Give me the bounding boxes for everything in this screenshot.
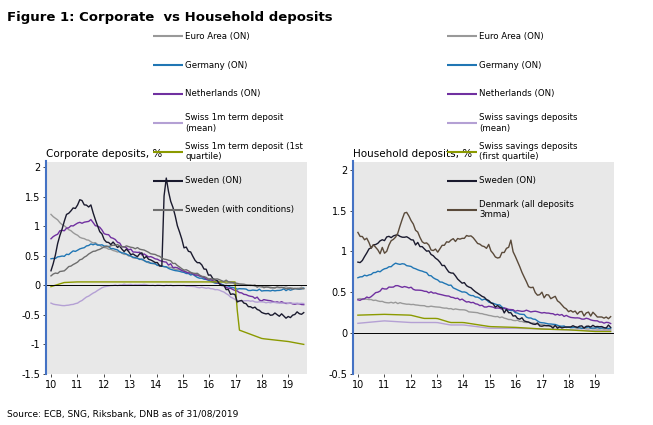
Text: Euro Area (ON): Euro Area (ON) — [479, 31, 544, 41]
Text: Swiss savings deposits
(first quartile): Swiss savings deposits (first quartile) — [479, 142, 578, 162]
Text: Household deposits, %: Household deposits, % — [353, 149, 471, 159]
Text: Swiss savings deposits
(mean): Swiss savings deposits (mean) — [479, 113, 578, 133]
Text: Source: ECB, SNG, Riksbank, DNB as of 31/08/2019: Source: ECB, SNG, Riksbank, DNB as of 31… — [7, 410, 238, 419]
Text: Euro Area (ON): Euro Area (ON) — [185, 31, 250, 41]
Text: Figure 1: Corporate  vs Household deposits: Figure 1: Corporate vs Household deposit… — [7, 11, 332, 24]
Text: Sweden (ON): Sweden (ON) — [479, 176, 536, 185]
Text: Germany (ON): Germany (ON) — [185, 60, 248, 70]
Text: Corporate deposits, %: Corporate deposits, % — [46, 149, 162, 159]
Text: Sweden (ON): Sweden (ON) — [185, 176, 242, 185]
Text: Netherlands (ON): Netherlands (ON) — [479, 89, 554, 99]
Text: Denmark (all deposits
3mma): Denmark (all deposits 3mma) — [479, 200, 574, 219]
Text: Swiss 1m term deposit (1st
quartile): Swiss 1m term deposit (1st quartile) — [185, 142, 304, 162]
Text: Swiss 1m term deposit
(mean): Swiss 1m term deposit (mean) — [185, 113, 284, 133]
Text: Netherlands (ON): Netherlands (ON) — [185, 89, 261, 99]
Text: Germany (ON): Germany (ON) — [479, 60, 542, 70]
Text: Sweden (with conditions): Sweden (with conditions) — [185, 205, 295, 214]
